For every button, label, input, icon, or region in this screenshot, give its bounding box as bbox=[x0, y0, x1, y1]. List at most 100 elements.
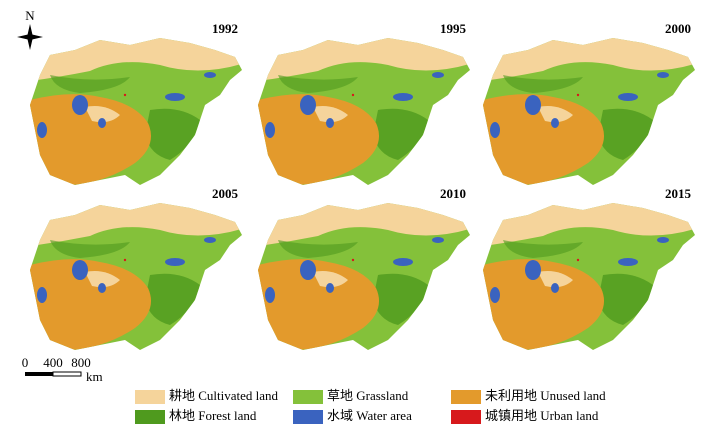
forest-area bbox=[50, 75, 130, 93]
water-body bbox=[393, 258, 413, 266]
forest-area bbox=[598, 108, 653, 160]
land-cover bbox=[258, 203, 470, 350]
map-panel: 1992 bbox=[30, 21, 242, 185]
land-cover bbox=[258, 38, 470, 185]
water-body bbox=[265, 122, 275, 138]
water-body bbox=[618, 93, 638, 101]
legend-label: 未利用地 Unused land bbox=[485, 388, 606, 403]
urban-spot bbox=[576, 258, 580, 262]
legend-swatch bbox=[135, 390, 165, 404]
forest-area bbox=[373, 273, 428, 325]
panel-year: 1992 bbox=[212, 21, 238, 36]
unused-area bbox=[483, 259, 605, 350]
water-body bbox=[393, 93, 413, 101]
cultivated-area bbox=[313, 271, 348, 288]
land-cover bbox=[483, 203, 695, 350]
forest-area bbox=[598, 273, 653, 325]
scale-tick-label: 800 bbox=[71, 355, 91, 370]
cultivated-area bbox=[483, 203, 695, 246]
legend-swatch bbox=[451, 410, 481, 424]
water-body bbox=[37, 287, 47, 303]
water-body bbox=[525, 95, 541, 115]
forest-area bbox=[50, 240, 130, 258]
water-body bbox=[525, 260, 541, 280]
urban-spot bbox=[351, 93, 355, 97]
cultivated-area bbox=[258, 203, 470, 246]
map-panel: 2005 bbox=[30, 186, 242, 350]
water-body bbox=[300, 95, 316, 115]
map-panel: 1995 bbox=[258, 21, 470, 185]
water-body bbox=[165, 93, 185, 101]
cultivated-area bbox=[313, 106, 348, 123]
unused-area bbox=[30, 259, 152, 350]
legend-swatch bbox=[135, 410, 165, 424]
water-body bbox=[204, 72, 216, 78]
water-body bbox=[490, 122, 500, 138]
map-panel: 2015 bbox=[483, 186, 695, 350]
water-body bbox=[37, 122, 47, 138]
water-body bbox=[98, 283, 106, 293]
urban-spot bbox=[123, 93, 127, 97]
forest-area bbox=[145, 108, 200, 160]
legend-swatch bbox=[451, 390, 481, 404]
urban-spot bbox=[576, 93, 580, 97]
cultivated-area bbox=[483, 38, 695, 81]
water-body bbox=[490, 287, 500, 303]
water-body bbox=[551, 283, 559, 293]
forest-area bbox=[503, 240, 583, 258]
legend-swatch bbox=[293, 410, 323, 424]
legend-label: 城镇用地 Urban land bbox=[485, 408, 599, 423]
cultivated-area bbox=[538, 106, 573, 123]
land-cover bbox=[483, 38, 695, 185]
land-cover bbox=[30, 203, 242, 350]
urban-spot bbox=[123, 258, 127, 262]
cultivated-area bbox=[85, 271, 120, 288]
unused-area bbox=[258, 259, 380, 350]
legend-label: 草地 Grassland bbox=[327, 388, 409, 403]
forest-area bbox=[278, 240, 358, 258]
scale-unit: km bbox=[86, 369, 103, 384]
legend-label: 水域 Water area bbox=[327, 408, 412, 423]
water-body bbox=[72, 260, 88, 280]
unused-area bbox=[30, 94, 152, 185]
north-label: N bbox=[25, 8, 35, 23]
scale-tick-label: 0 bbox=[22, 355, 29, 370]
land-cover bbox=[30, 38, 242, 185]
water-body bbox=[657, 237, 669, 243]
water-body bbox=[165, 258, 185, 266]
water-body bbox=[98, 118, 106, 128]
water-body bbox=[265, 287, 275, 303]
water-body bbox=[432, 237, 444, 243]
cultivated-area bbox=[85, 106, 120, 123]
forest-area bbox=[145, 273, 200, 325]
legend: 耕地 Cultivated land 草地 Grassland 未利用地 Unuse… bbox=[135, 388, 606, 424]
scale-tick-label: 400 bbox=[43, 355, 63, 370]
cultivated-area bbox=[30, 38, 242, 81]
forest-area bbox=[373, 108, 428, 160]
legend-label: 林地 Forest land bbox=[169, 408, 257, 423]
panel-year: 1995 bbox=[440, 21, 467, 36]
water-body bbox=[326, 283, 334, 293]
unused-area bbox=[483, 94, 605, 185]
urban-spot bbox=[351, 258, 355, 262]
water-body bbox=[657, 72, 669, 78]
forest-area bbox=[278, 75, 358, 93]
legend-swatch bbox=[293, 390, 323, 404]
forest-area bbox=[503, 75, 583, 93]
cultivated-area bbox=[258, 38, 470, 81]
north-arrow: N bbox=[17, 8, 43, 50]
panel-year: 2015 bbox=[665, 186, 692, 201]
water-body bbox=[326, 118, 334, 128]
map-panel: 2000 bbox=[483, 21, 695, 185]
cultivated-area bbox=[30, 203, 242, 246]
panel-year: 2005 bbox=[212, 186, 239, 201]
water-body bbox=[618, 258, 638, 266]
unused-area bbox=[258, 94, 380, 185]
panel-year: 2010 bbox=[440, 186, 466, 201]
water-body bbox=[204, 237, 216, 243]
panel-year: 2000 bbox=[665, 21, 691, 36]
water-body bbox=[432, 72, 444, 78]
water-body bbox=[300, 260, 316, 280]
